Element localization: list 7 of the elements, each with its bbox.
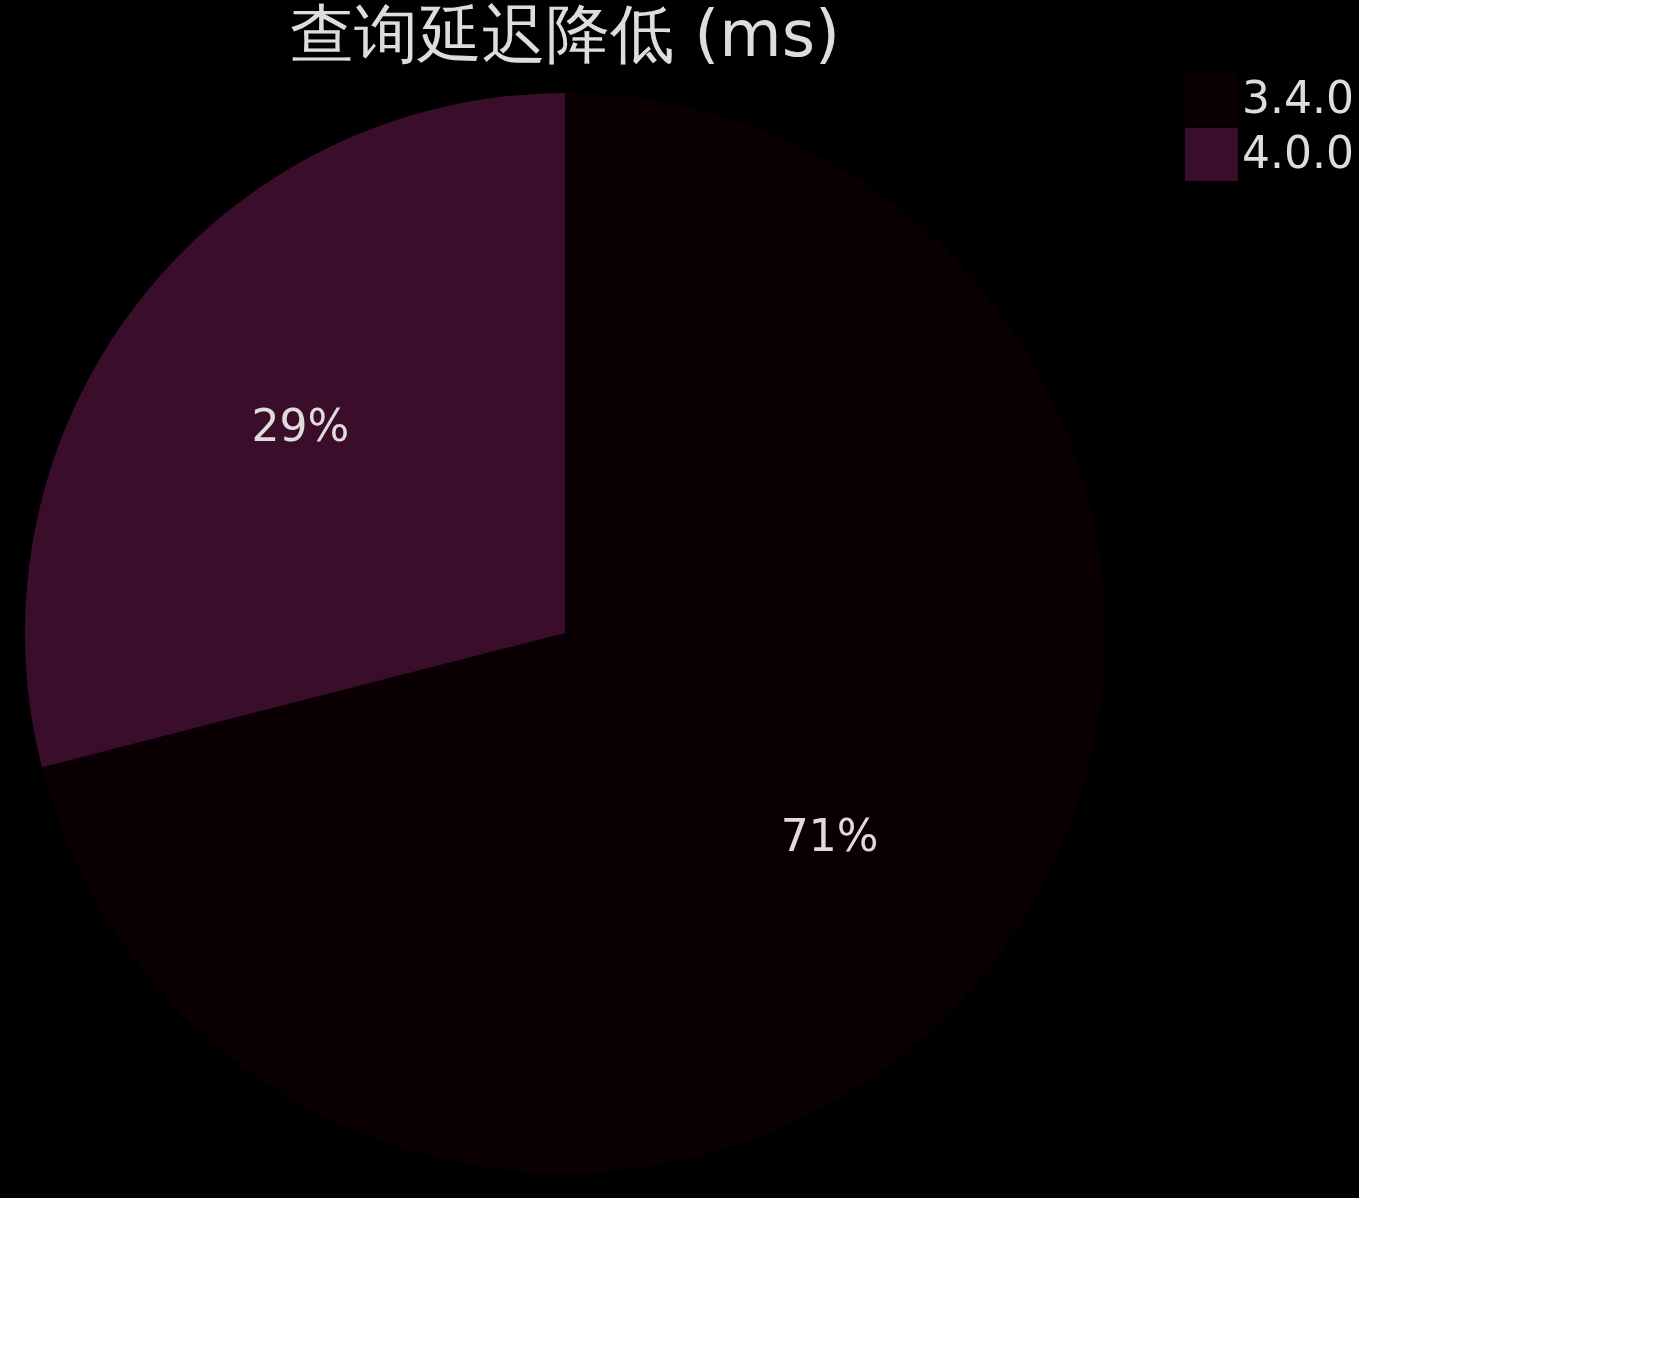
chart-title: 查询延迟降低 (ms) [290,0,840,71]
legend-label: 4.0.0 [1242,126,1354,178]
legend-label: 3.4.0 [1242,71,1354,123]
data-label: 71% [780,810,879,862]
pie-slice [25,93,565,768]
data-label: 29% [251,399,350,451]
pie-slice [41,93,1105,1173]
